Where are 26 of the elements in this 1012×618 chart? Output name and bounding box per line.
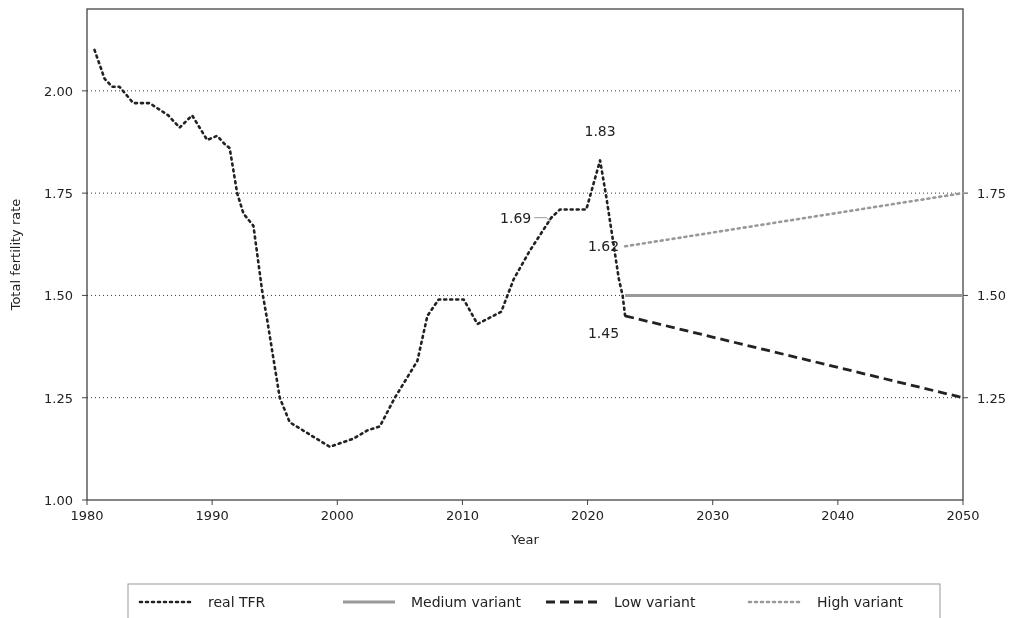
y-tick-label: 1.25: [44, 390, 73, 406]
x-tick-label: 2020: [571, 508, 605, 523]
x-tick-label: 2040: [821, 508, 855, 523]
legend-label: Low variant: [614, 594, 696, 610]
y-axis-title: Total fertility rate: [8, 198, 23, 312]
y2-tick-label: 1.25: [977, 390, 1006, 406]
x-tick-label: 1990: [195, 508, 229, 523]
x-tick-label: 2050: [946, 508, 980, 523]
legend-label: High variant: [817, 594, 904, 610]
annotation: 1.62: [587, 238, 620, 255]
y-tick-label: 1.50: [44, 288, 73, 304]
x-tick-label: 2030: [696, 508, 730, 523]
y-tick-label: 2.00: [44, 83, 73, 99]
y2-tick-label: 1.75: [977, 186, 1006, 202]
x-tick-label: 1980: [70, 508, 104, 523]
annotation: 1.83: [584, 123, 616, 140]
x-tick-label: 2010: [445, 508, 479, 523]
annotation: 1.45: [587, 324, 620, 341]
y2-tick-label: 1.50: [977, 288, 1006, 304]
legend-label: Medium variant: [411, 594, 522, 610]
legend-label: real TFR: [208, 594, 266, 610]
x-tick-label: 2000: [320, 508, 354, 523]
y-tick-label: 1.75: [44, 186, 73, 202]
y-tick-label: 1.00: [44, 493, 73, 508]
x-axis-title: Year: [510, 532, 540, 547]
annotation: 1.69: [500, 209, 532, 226]
